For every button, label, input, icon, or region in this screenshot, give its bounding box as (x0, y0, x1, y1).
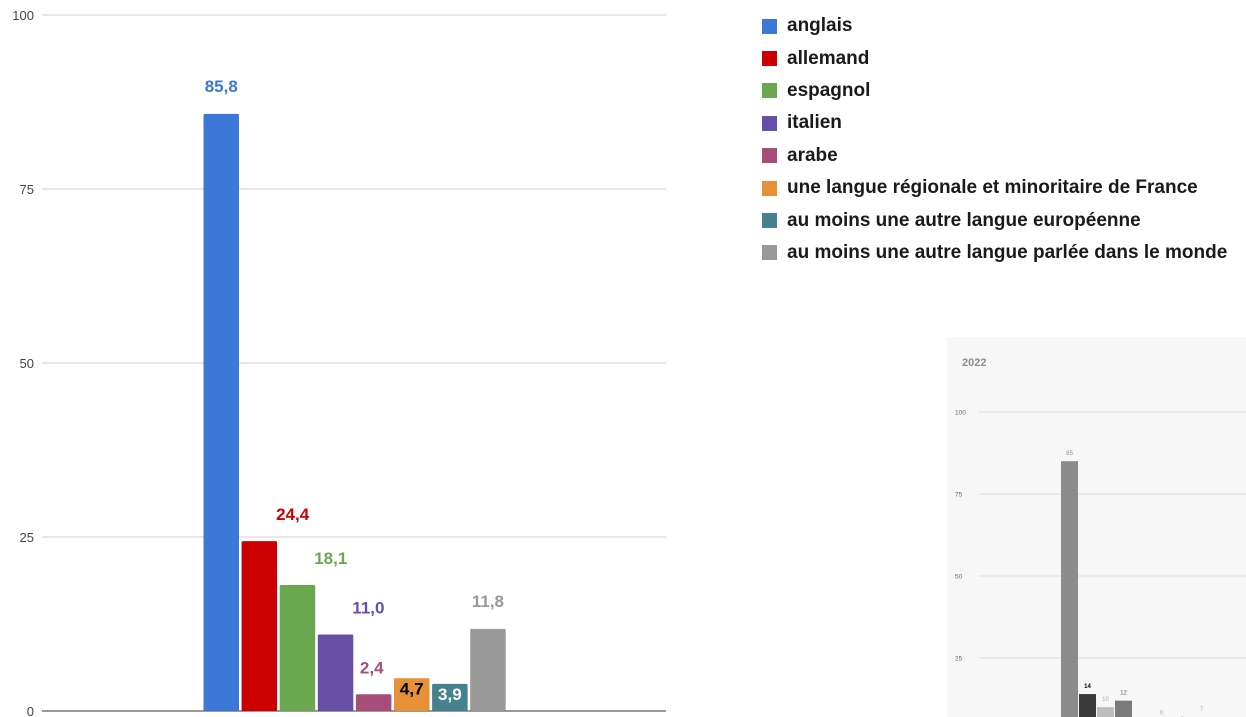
inset-data-label-7: 7 (1200, 707, 1204, 713)
legend-label: au moins une autre langue parlée dans le… (787, 241, 1228, 263)
legend-swatch (762, 213, 777, 229)
bar-8 (470, 628, 506, 711)
inset-data-label-4: 12 (1120, 691, 1127, 697)
inset-chart-title: 2022 (962, 357, 987, 369)
legend-item: anglais (762, 10, 1227, 42)
data-label-5: 2,4 (360, 658, 384, 677)
legend-swatch (762, 148, 777, 164)
y-tick-label: 0 (27, 704, 34, 717)
y-tick-label: 25 (20, 530, 34, 545)
y-tick-label: 50 (20, 356, 34, 371)
legend-item: espagnol (762, 75, 1227, 107)
legend-label: italien (787, 112, 842, 134)
data-label-3: 18,1 (314, 549, 347, 568)
inset-data-label-2: 14 (1084, 684, 1091, 690)
legend-item: au moins une autre langue européenne (762, 204, 1227, 236)
inset-data-label-1: 85 (1066, 451, 1073, 457)
legend-item: italien (762, 107, 1227, 139)
legend-label: arabe (787, 144, 838, 166)
data-label-4: 11,0 (352, 598, 384, 617)
legend-item: une langue régionale et minoritaire de F… (762, 172, 1227, 204)
legend-label: espagnol (787, 79, 871, 101)
data-label-7: 3,9 (438, 685, 462, 704)
inset-bar-4 (1115, 700, 1132, 717)
legend-item: allemand (762, 42, 1227, 74)
inset-chart: 25507510085141012647 (955, 410, 1246, 717)
bar-1 (203, 113, 239, 711)
legend-label: une langue régionale et minoritaire de F… (787, 177, 1198, 199)
data-label-1: 85,8 (205, 77, 238, 96)
bar-3 (279, 585, 316, 711)
legend-swatch (762, 18, 777, 34)
y-tick-label: 75 (20, 182, 34, 197)
inset-data-label-3: 10 (1102, 697, 1109, 703)
legend-swatch (762, 83, 777, 99)
inset-bar-2 (1079, 694, 1096, 717)
inset-y-tick-label: 75 (955, 492, 963, 499)
inset-y-tick-label: 25 (955, 656, 963, 663)
bar-4 (317, 634, 354, 711)
legend-item: arabe (762, 140, 1227, 172)
legend-item: au moins une autre langue parlée dans le… (762, 237, 1227, 269)
inset-chart-panel: 25507510085141012647 2022 (947, 337, 1246, 717)
data-label-6: 4,7 (400, 679, 424, 698)
bar-7 (432, 683, 468, 711)
legend-label: anglais (787, 15, 853, 37)
legend-swatch (762, 51, 777, 67)
inset-bar-3 (1097, 707, 1114, 717)
inset-y-tick-label: 50 (955, 574, 963, 581)
bar-2 (241, 541, 278, 711)
data-label-8: 11,8 (472, 592, 504, 611)
inset-bar-1 (1061, 461, 1078, 717)
inset-y-tick-label: 100 (955, 410, 966, 417)
legend: anglais allemand espagnol italien arabe une l… (762, 10, 1227, 269)
legend-label: au moins une autre langue européenne (787, 209, 1141, 231)
legend-swatch (762, 180, 777, 196)
legend-swatch (762, 245, 777, 261)
legend-label: allemand (787, 47, 870, 69)
legend-swatch (762, 115, 777, 131)
inset-data-label-5: 6 (1160, 710, 1164, 716)
y-tick-label: 100 (12, 8, 34, 23)
data-label-2: 24,4 (276, 505, 310, 524)
main-chart: 0 25 50 75 100 85,8 24,4 18,1 11,0 2,4 4,7 3,9 11,8 (12, 8, 666, 717)
bar-5 (355, 694, 392, 711)
bar-6 (394, 678, 430, 711)
